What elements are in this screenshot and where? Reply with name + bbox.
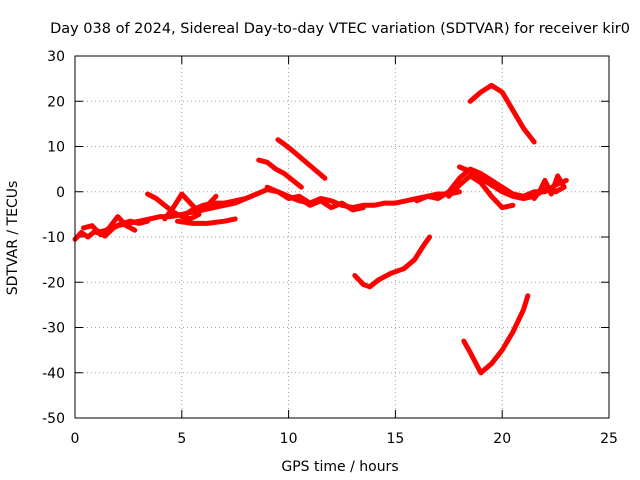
y-tick-label: 0 — [56, 185, 65, 201]
data-traces — [72, 82, 569, 376]
series-trace-9 — [296, 196, 366, 213]
x-tick-label: 15 — [386, 431, 404, 447]
x-axis-label: GPS time / hours — [281, 459, 398, 475]
series-trace-10 — [256, 157, 304, 190]
x-tick-label: 25 — [600, 431, 618, 447]
series-trace-4 — [145, 191, 202, 222]
x-tick-label: 0 — [71, 431, 80, 447]
grid — [75, 56, 609, 418]
y-tick-label: 20 — [47, 94, 65, 110]
series-trace-16 — [467, 82, 537, 145]
plot-frame — [74, 55, 610, 419]
x-tick-label: 10 — [280, 431, 298, 447]
series-trace-6 — [179, 187, 270, 220]
y-tick-label: -20 — [42, 275, 65, 291]
series-trace-11 — [275, 137, 328, 181]
x-tick-label: 5 — [177, 431, 186, 447]
series-trace-18 — [531, 173, 567, 201]
y-tick-label: 10 — [47, 140, 65, 156]
y-tick-label: -30 — [42, 321, 65, 337]
series-trace-7 — [175, 216, 238, 226]
y-axis-label: SDTVAR / TECUs — [5, 181, 21, 296]
y-tick-label: 30 — [47, 49, 65, 65]
y-tick-label: -50 — [42, 411, 65, 427]
series-trace-14 — [446, 173, 516, 211]
x-tick-label: 20 — [493, 431, 511, 447]
series-trace-17 — [461, 293, 531, 376]
tick-labels: 0 5 10 15 20 25 -50 -40 -30 -20 -10 0 10 20 30 — [42, 49, 618, 447]
series-trace-12 — [352, 234, 433, 290]
y-tick-label: -40 — [42, 366, 65, 382]
chart-title: Day 038 of 2024, Sidereal Day-to-day VTE… — [50, 21, 630, 37]
y-tick-label: -10 — [42, 230, 65, 246]
